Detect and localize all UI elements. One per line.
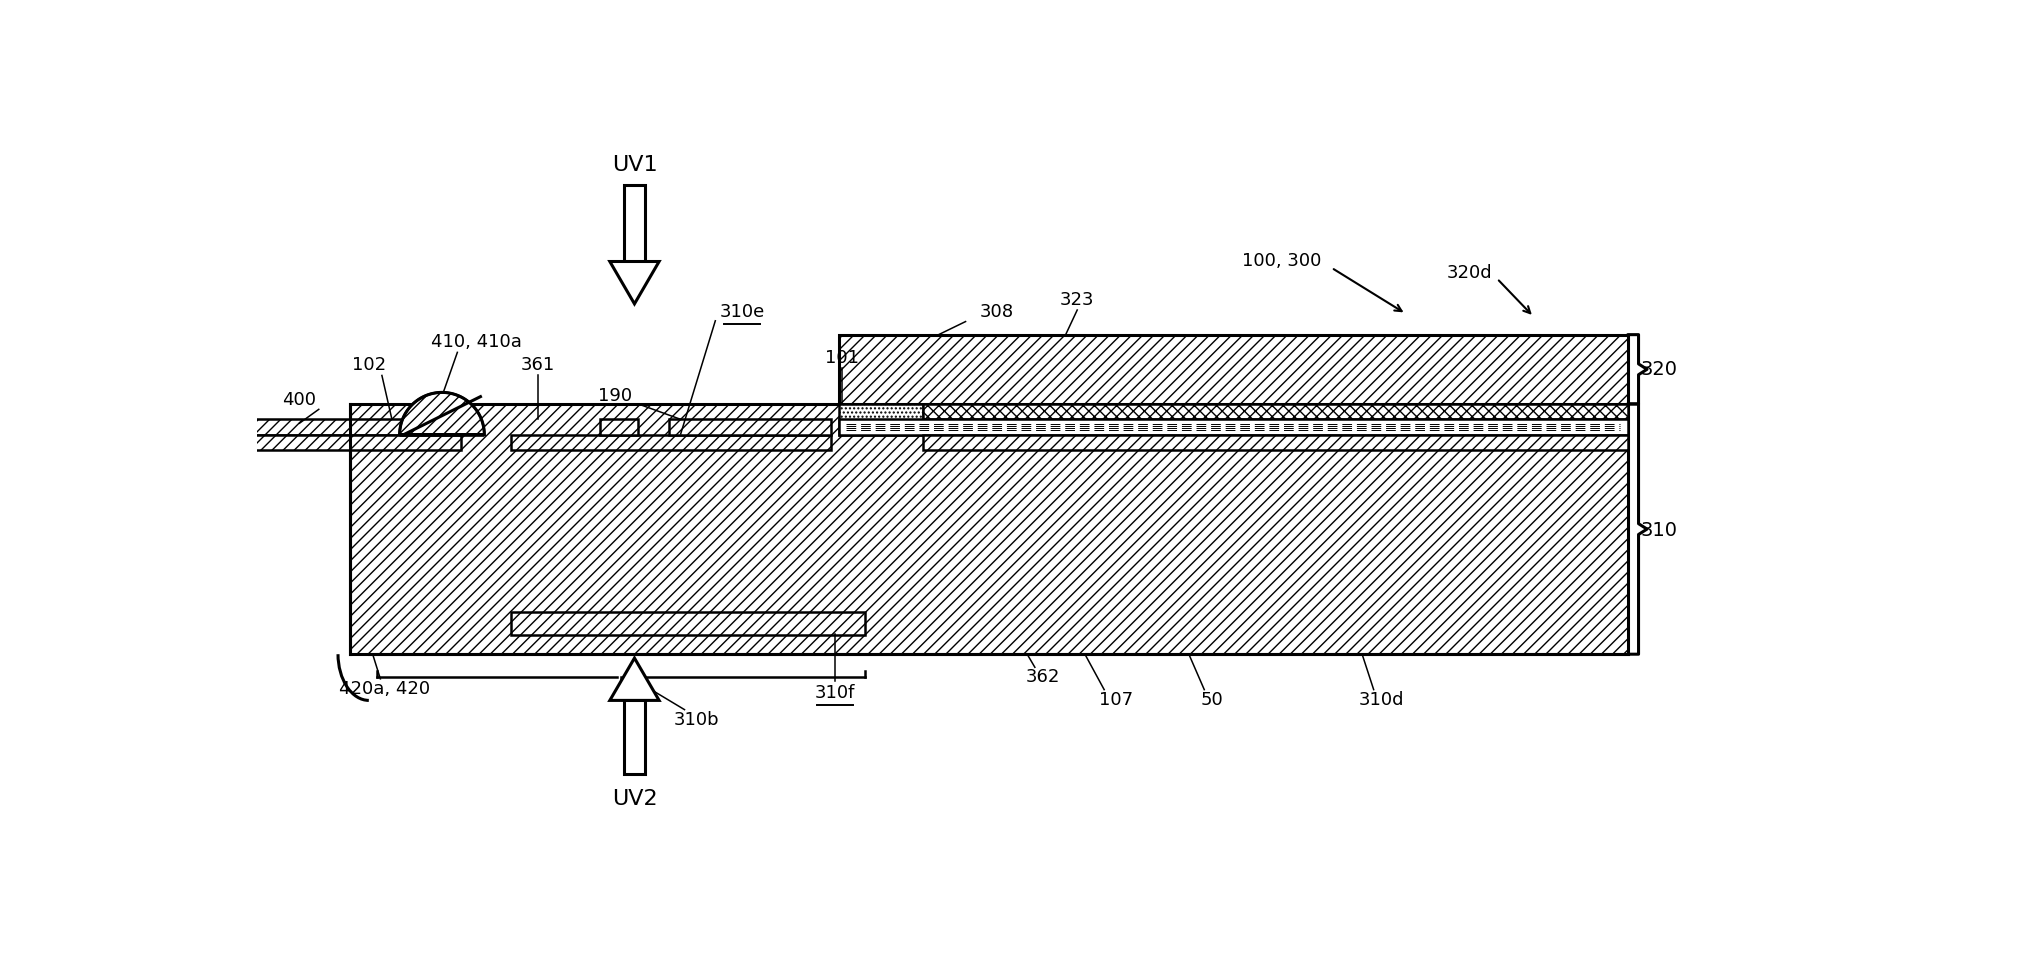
Text: 323: 323 xyxy=(1061,291,1095,309)
Bar xyxy=(599,420,637,435)
Bar xyxy=(242,420,462,435)
Text: 420a, 420: 420a, 420 xyxy=(339,680,430,698)
Text: 50: 50 xyxy=(1200,691,1224,709)
Text: 400: 400 xyxy=(282,391,317,409)
Bar xyxy=(839,420,1628,435)
Bar xyxy=(510,435,831,450)
Text: 190: 190 xyxy=(599,387,631,405)
Polygon shape xyxy=(609,658,660,701)
Text: 102: 102 xyxy=(351,356,385,374)
Bar xyxy=(623,701,645,774)
Text: 410, 410a: 410, 410a xyxy=(432,333,522,351)
Text: 310d: 310d xyxy=(1359,691,1404,709)
Text: UV1: UV1 xyxy=(611,156,658,176)
Text: 362: 362 xyxy=(1025,668,1059,686)
Text: 101: 101 xyxy=(825,348,859,367)
Text: 308: 308 xyxy=(980,302,1013,321)
Text: 100, 300: 100, 300 xyxy=(1242,252,1321,271)
Text: 310b: 310b xyxy=(674,710,718,729)
Bar xyxy=(839,335,1628,404)
Bar xyxy=(349,404,1628,654)
Text: 320d: 320d xyxy=(1446,264,1493,282)
Bar xyxy=(510,612,865,635)
Bar xyxy=(924,404,1628,420)
Text: 107: 107 xyxy=(1099,691,1134,709)
Text: 310e: 310e xyxy=(720,302,764,321)
Bar xyxy=(623,184,645,261)
Text: 361: 361 xyxy=(520,356,555,374)
Bar xyxy=(242,435,462,450)
Text: 310: 310 xyxy=(1640,521,1676,540)
Bar xyxy=(924,435,1628,450)
Text: 310f: 310f xyxy=(815,684,855,702)
Text: 320: 320 xyxy=(1640,360,1676,379)
Text: UV2: UV2 xyxy=(611,789,658,809)
Polygon shape xyxy=(609,261,660,304)
Polygon shape xyxy=(399,393,484,435)
Bar xyxy=(670,420,831,435)
Bar xyxy=(839,404,924,435)
